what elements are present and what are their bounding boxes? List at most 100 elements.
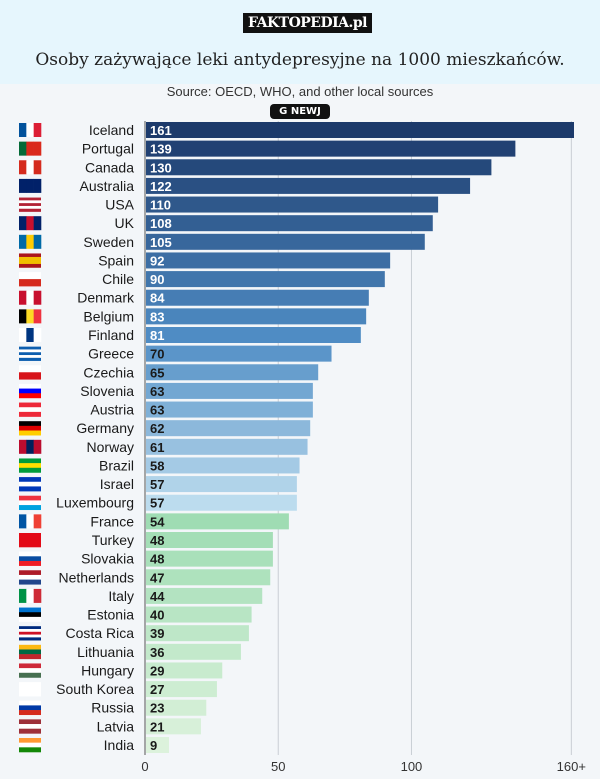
bar	[146, 550, 273, 567]
bar	[146, 289, 369, 306]
bar-value-label: 65	[150, 365, 164, 380]
bar	[146, 457, 300, 474]
flag-icon	[19, 197, 41, 212]
bar-value-label: 39	[150, 626, 164, 641]
flag-icon	[19, 588, 42, 603]
bar-value-label: 110	[150, 198, 171, 213]
bar	[146, 494, 297, 511]
flag-icon	[19, 738, 41, 753]
flag-icon	[19, 607, 41, 622]
bar-value-label: 29	[150, 663, 164, 678]
x-tick-label: 0	[141, 759, 148, 774]
bar	[146, 177, 471, 194]
category-label: Norway	[87, 439, 134, 455]
bar-value-label: 23	[150, 701, 164, 716]
flag-icon	[19, 495, 41, 511]
category-label: Hungary	[81, 662, 134, 678]
category-label: Iceland	[89, 122, 134, 138]
flag-icon	[19, 551, 41, 566]
category-label: South Korea	[56, 681, 134, 697]
bar-value-label: 21	[150, 719, 164, 734]
flag-icon	[19, 458, 41, 473]
flag-icon	[19, 682, 41, 697]
flag-icon	[19, 700, 41, 716]
flag-icon	[19, 719, 41, 734]
bar-value-label: 161	[150, 123, 172, 138]
flag-icon	[19, 365, 41, 380]
category-label: Chile	[102, 271, 134, 287]
category-label: Slovakia	[81, 551, 134, 567]
category-label: Israel	[100, 476, 134, 492]
bar-value-label: 139	[150, 142, 172, 157]
flag-icon	[19, 533, 41, 548]
bar	[146, 364, 319, 381]
bar	[146, 401, 313, 418]
bar-value-label: 63	[150, 403, 164, 418]
bar	[146, 420, 311, 437]
bar-value-label: 105	[150, 235, 172, 250]
flag-icon	[19, 477, 41, 492]
bar-value-label: 27	[150, 682, 164, 697]
flag-icon	[19, 272, 41, 287]
category-label: Denmark	[77, 290, 135, 306]
bar	[146, 513, 289, 530]
flag-icon	[19, 402, 41, 417]
page-title: Osoby zażywające leki antydepresyjne na …	[35, 50, 565, 70]
x-tick-label: 160+	[557, 759, 586, 774]
bar-value-label: 90	[150, 272, 164, 287]
category-label: Italy	[108, 588, 134, 604]
category-label: Luxembourg	[56, 495, 134, 511]
bar	[146, 438, 308, 455]
category-label: Latvia	[97, 718, 135, 734]
bar-value-label: 108	[150, 216, 172, 231]
brand-logo: FAKTOPEDIA.pl	[243, 13, 372, 33]
x-tick-label: 50	[271, 759, 285, 774]
bar	[146, 345, 332, 362]
bar-value-label: 62	[150, 421, 164, 436]
bar	[146, 196, 439, 213]
bar-value-label: 92	[150, 253, 164, 268]
category-label: Germany	[76, 420, 134, 436]
category-label: Czechia	[83, 364, 134, 380]
category-label: Turkey	[92, 532, 134, 548]
flag-icon	[19, 253, 41, 268]
flag-icon	[19, 626, 41, 641]
bar-value-label: 63	[150, 384, 164, 399]
bar	[146, 737, 169, 753]
bar	[146, 215, 433, 232]
bar-value-label: 9	[150, 738, 157, 753]
flag-icon	[19, 216, 42, 231]
flag-icon	[19, 439, 42, 454]
category-label: Spain	[98, 252, 134, 268]
bar	[146, 327, 361, 343]
bar	[146, 233, 425, 250]
source-logo: G NEWJ	[270, 104, 330, 119]
bar-value-label: 48	[150, 533, 164, 548]
bar-value-label: 57	[150, 496, 164, 511]
bar	[146, 681, 217, 698]
flag-icon	[19, 309, 42, 324]
bar-value-label: 44	[150, 589, 165, 604]
category-label: Netherlands	[59, 569, 135, 585]
category-label: France	[90, 513, 134, 529]
flag-icon	[19, 644, 41, 660]
bar-value-label: 36	[150, 645, 164, 660]
bar	[146, 718, 201, 735]
bar-value-label: 70	[150, 347, 164, 362]
category-label: India	[104, 737, 135, 753]
category-label: Finland	[88, 327, 134, 343]
category-label: Costa Rica	[66, 625, 135, 641]
flag-icon	[19, 383, 41, 399]
category-label: Brazil	[99, 457, 134, 473]
bar-value-label: 83	[150, 309, 164, 324]
bar-value-label: 48	[150, 552, 164, 567]
bar	[146, 587, 263, 604]
bar	[146, 532, 273, 548]
flag-icon	[19, 663, 41, 678]
bar	[146, 625, 249, 642]
bar	[146, 140, 516, 157]
category-label: Slovenia	[80, 383, 134, 399]
category-label: Lithuania	[77, 644, 134, 660]
bar	[146, 122, 574, 138]
